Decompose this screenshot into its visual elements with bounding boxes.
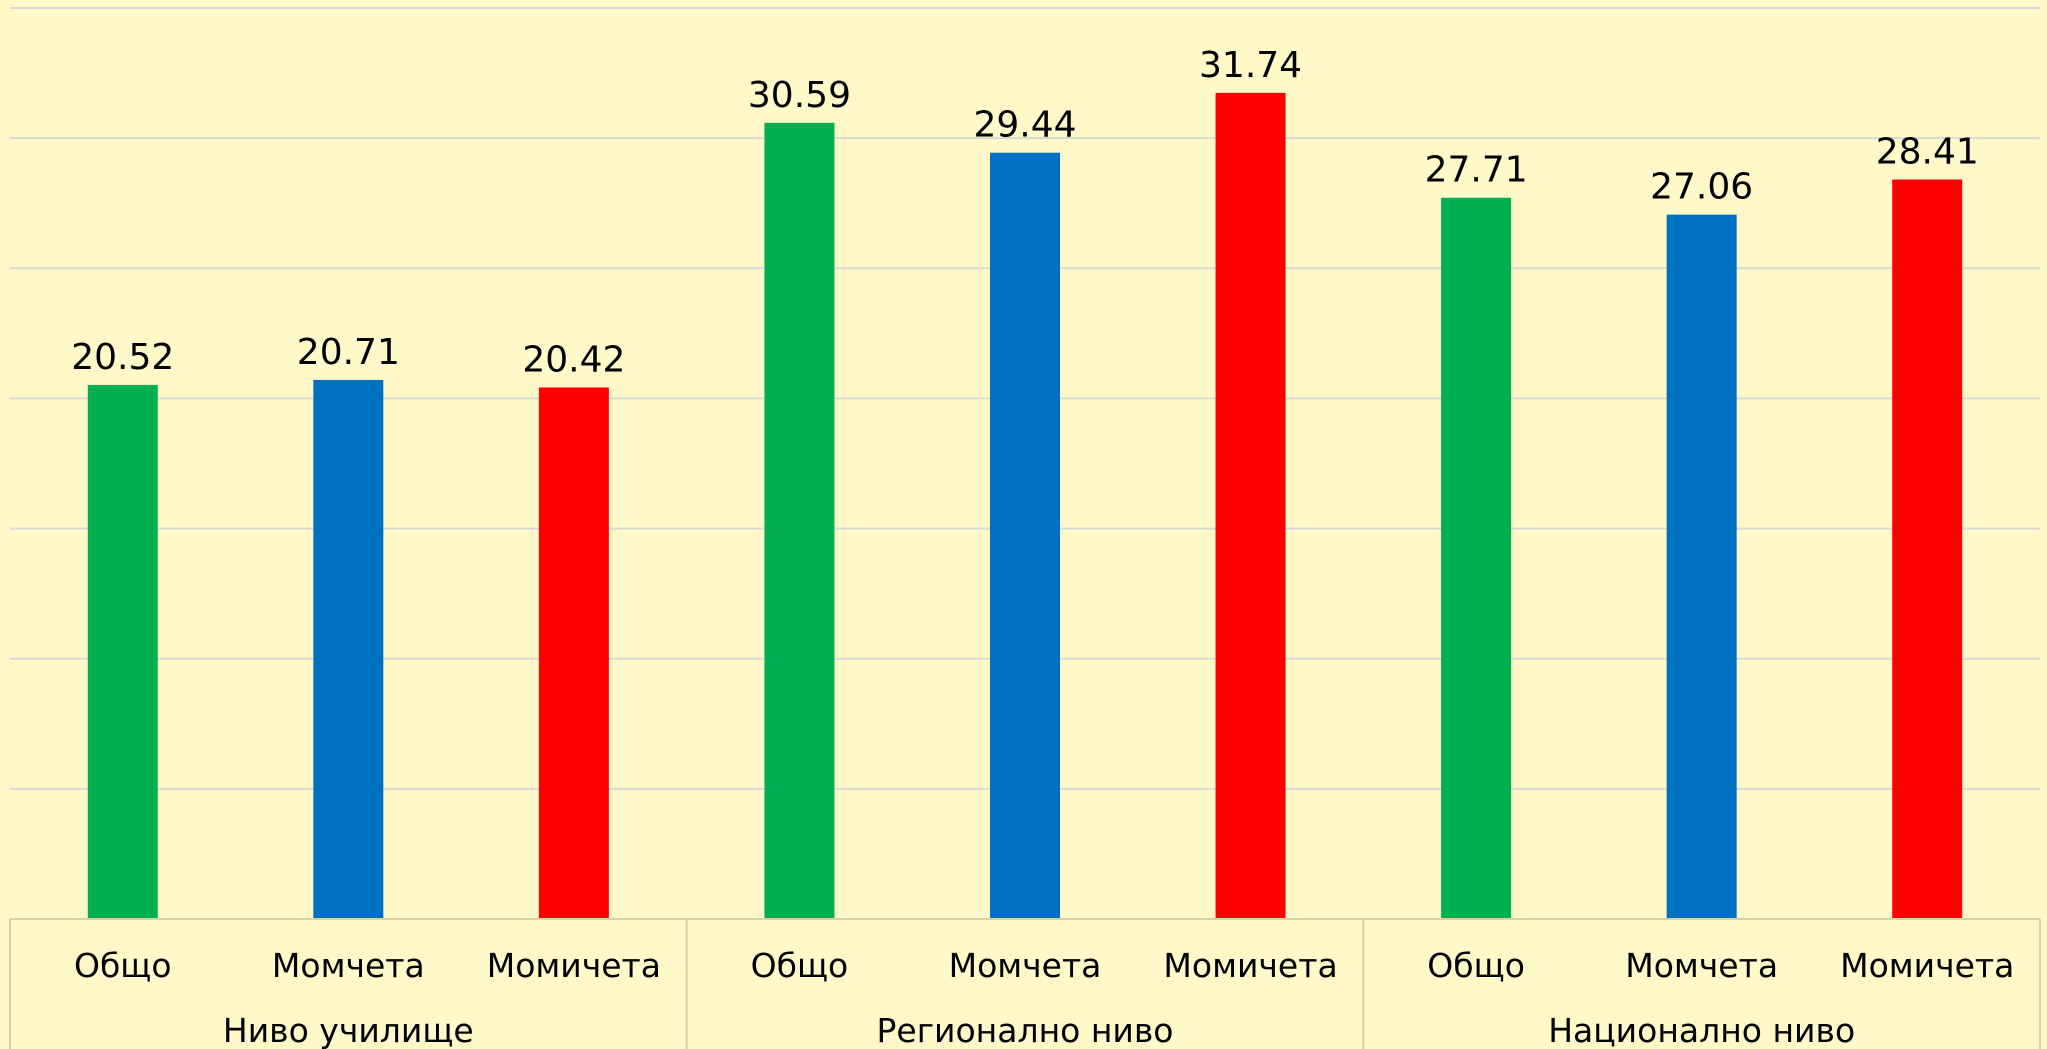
bar <box>313 379 384 920</box>
x-tick-label: Момчета <box>272 946 425 985</box>
x-tick-label: Момичета <box>1163 946 1337 985</box>
bar <box>87 384 158 920</box>
group-label: Национално ниво <box>1548 1011 1855 1049</box>
value-label: 27.71 <box>1425 150 1528 191</box>
value-label: 20.71 <box>297 332 400 373</box>
x-tick-label: Общо <box>751 946 849 985</box>
value-label: 28.41 <box>1876 132 1979 173</box>
value-label: 20.52 <box>71 337 174 378</box>
value-label: 27.06 <box>1650 167 1753 208</box>
bar <box>990 152 1060 919</box>
group-label: Ниво училище <box>223 1011 474 1049</box>
x-tick-label: Момчета <box>949 946 1102 985</box>
group-label: Регионално ниво <box>877 1011 1174 1049</box>
bar <box>538 387 609 919</box>
bar <box>1441 197 1512 919</box>
x-tick-label: Общо <box>74 946 172 985</box>
x-tick-label: Момичета <box>487 946 661 985</box>
bar <box>1215 92 1286 919</box>
value-label: 29.44 <box>973 105 1076 146</box>
value-label: 20.42 <box>522 339 625 380</box>
bar <box>1892 179 1963 919</box>
x-tick-label: Общо <box>1427 946 1525 985</box>
value-label: 31.74 <box>1199 45 1302 86</box>
x-tick-label: Момичета <box>1840 946 2014 985</box>
x-tick-label: Момчета <box>1625 946 1778 985</box>
bar <box>1666 214 1737 919</box>
bar <box>764 122 835 919</box>
value-label: 30.59 <box>748 75 851 116</box>
